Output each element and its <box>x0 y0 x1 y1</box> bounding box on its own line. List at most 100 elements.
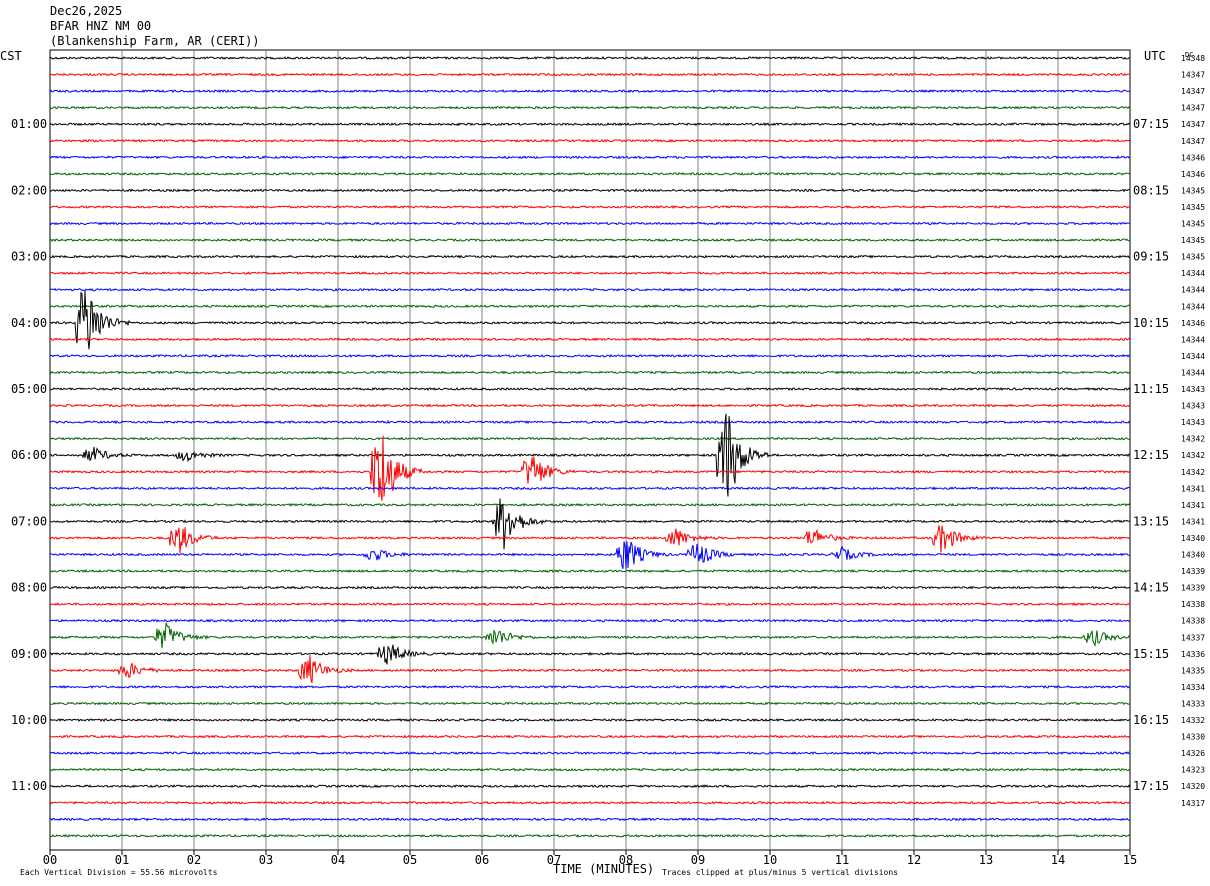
trace-row <box>49 436 1131 441</box>
trace-row <box>49 413 1131 497</box>
x-tick-label: 13 <box>979 853 993 867</box>
dc-value: 14341 <box>1181 501 1205 510</box>
dc-value: 14337 <box>1181 633 1205 642</box>
trace-row <box>49 287 1131 292</box>
dc-value: 14323 <box>1181 766 1205 775</box>
trace-row <box>49 767 1131 772</box>
trace-row <box>49 403 1131 408</box>
dc-value: 14347 <box>1181 71 1205 80</box>
left-timezone-label: CST <box>0 49 22 63</box>
right-time-label: 10:15 <box>1133 316 1169 330</box>
dc-value: 14338 <box>1181 600 1205 609</box>
trace-row <box>49 55 1131 60</box>
dc-value: 14346 <box>1181 170 1205 179</box>
trace-row <box>49 585 1131 590</box>
trace-row <box>49 89 1130 94</box>
dc-value: 14341 <box>1181 517 1205 526</box>
x-tick-label: 04 <box>331 853 345 867</box>
right-time-label: 15:15 <box>1133 647 1169 661</box>
dc-value: 14338 <box>1181 617 1205 626</box>
x-tick-label: 08 <box>619 853 633 867</box>
x-tick-label: 03 <box>259 853 273 867</box>
dc-value: 14344 <box>1181 269 1205 278</box>
trace-row <box>49 833 1131 838</box>
dc-value: 14344 <box>1181 368 1205 377</box>
x-tick-label: 10 <box>763 853 777 867</box>
right-time-label: 11:15 <box>1133 382 1169 396</box>
trace-row <box>49 337 1131 342</box>
dc-value: 14343 <box>1181 418 1205 427</box>
dc-value: 14320 <box>1181 782 1205 791</box>
trace-row <box>49 734 1131 739</box>
dc-value: 14346 <box>1181 319 1205 328</box>
x-tick-label: 12 <box>907 853 921 867</box>
trace-row <box>49 290 1131 350</box>
x-tick-label: 00 <box>43 853 57 867</box>
left-time-label: 11:00 <box>11 779 47 793</box>
trace-row <box>49 188 1130 193</box>
trace-row <box>49 138 1131 143</box>
dc-value: 14347 <box>1181 137 1205 146</box>
trace-row <box>49 654 1131 684</box>
dc-value: 14345 <box>1181 236 1205 245</box>
trace-row <box>49 502 1131 507</box>
trace-row <box>49 684 1131 690</box>
dc-value: 14343 <box>1181 402 1205 411</box>
x-tick-label: 14 <box>1051 853 1065 867</box>
trace-row <box>50 254 1131 259</box>
trace-row <box>49 238 1131 243</box>
dc-value: 14347 <box>1181 104 1205 113</box>
right-time-label: 07:15 <box>1133 117 1169 131</box>
left-time-label: 05:00 <box>11 382 47 396</box>
left-time-label: 02:00 <box>11 183 47 197</box>
trace-row <box>49 525 1131 554</box>
trace-row <box>49 370 1131 375</box>
header-station: BFAR HNZ NM 00 <box>50 19 152 33</box>
time-grid <box>49 49 1131 855</box>
trace-row <box>49 304 1131 309</box>
dc-value: 14317 <box>1181 799 1205 808</box>
dc-value: 14335 <box>1181 666 1205 675</box>
dc-value: 14342 <box>1181 468 1205 477</box>
dc-value: 14342 <box>1181 451 1205 460</box>
left-time-label: 08:00 <box>11 581 47 595</box>
trace-row <box>49 717 1131 723</box>
axis-labels: 00 01 02 03 04 05 06 07 08 09 10 11 12 13 14 15 14348 143… <box>11 54 1205 867</box>
seismic-traces <box>49 55 1131 838</box>
trace-row <box>49 105 1131 110</box>
dc-value: 14339 <box>1181 584 1205 593</box>
dc-value: 14345 <box>1181 186 1205 195</box>
dc-value: 14347 <box>1181 120 1205 129</box>
trace-row <box>49 622 1131 649</box>
right-time-label: 13:15 <box>1133 514 1169 528</box>
x-tick-label: 02 <box>187 853 201 867</box>
x-tick-label: 09 <box>691 853 705 867</box>
trace-row <box>50 498 1131 550</box>
x-tick-label: 07 <box>547 853 561 867</box>
dc-value: 14339 <box>1181 567 1205 576</box>
trace-row <box>49 486 1131 491</box>
left-time-label: 10:00 <box>11 713 47 727</box>
trace-row <box>49 420 1131 425</box>
dc-value: 14334 <box>1181 683 1205 692</box>
trace-row <box>49 751 1131 756</box>
dc-value: 14333 <box>1181 699 1205 708</box>
x-tick-label: 11 <box>835 853 849 867</box>
trace-row <box>49 171 1131 176</box>
trace-row <box>49 701 1131 706</box>
trace-row <box>49 353 1131 358</box>
dc-value: 14345 <box>1181 203 1205 212</box>
right-time-label: 12:15 <box>1133 448 1169 462</box>
trace-row <box>49 817 1131 822</box>
right-time-label: 09:15 <box>1133 250 1169 264</box>
dc-value: 14348 <box>1181 54 1205 63</box>
x-axis-title: TIME (MINUTES) <box>553 862 654 876</box>
dc-value: 14340 <box>1181 534 1205 543</box>
right-time-label: 08:15 <box>1133 183 1169 197</box>
right-time-label: 17:15 <box>1133 779 1169 793</box>
trace-row <box>49 386 1131 392</box>
dc-value: 14344 <box>1181 352 1205 361</box>
right-time-label: 16:15 <box>1133 713 1169 727</box>
trace-row <box>49 122 1131 127</box>
left-time-label: 04:00 <box>11 316 47 330</box>
